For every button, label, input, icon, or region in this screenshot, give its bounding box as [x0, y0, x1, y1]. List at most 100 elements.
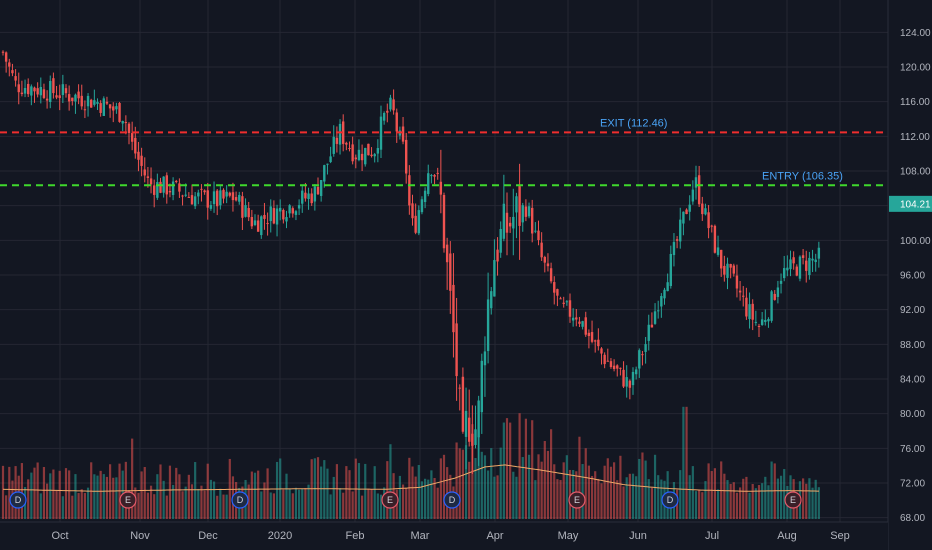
volume-bar	[282, 489, 285, 519]
volume-bar	[8, 466, 11, 519]
candle-body	[814, 259, 817, 263]
x-tick-label: May	[558, 530, 579, 542]
volume-bar	[609, 466, 613, 519]
volume-bar	[505, 418, 509, 519]
candle-body	[669, 253, 672, 286]
candle-body	[713, 225, 717, 253]
volume-bar	[748, 492, 751, 519]
candle-body	[534, 230, 537, 232]
candle-body	[316, 186, 320, 195]
candle-body	[342, 121, 345, 144]
price-axis: 124.00120.00116.00112.00108.00104.00100.…	[887, 0, 932, 550]
volume-bar	[99, 470, 102, 519]
volume-bar	[304, 488, 307, 519]
volume-bar	[430, 470, 433, 519]
candle-body	[102, 98, 105, 116]
volume-bar	[345, 466, 348, 519]
candle-body	[518, 186, 521, 226]
candle-body	[55, 95, 58, 98]
candle-body	[805, 260, 808, 271]
volume-bar	[584, 448, 587, 519]
candle-body	[609, 361, 613, 367]
volume-bar	[162, 480, 165, 519]
volume-bar	[761, 483, 764, 519]
candle-body	[757, 326, 761, 328]
candle-body	[14, 76, 17, 81]
volume-bar	[537, 454, 540, 519]
marker-label: E	[387, 495, 393, 505]
candle-body	[660, 296, 663, 307]
volume-bar	[635, 476, 638, 519]
candle-body	[370, 154, 373, 157]
volume-bar	[212, 481, 216, 519]
marker-circle	[231, 491, 249, 509]
candle-body	[612, 365, 616, 370]
candle-body	[490, 291, 493, 309]
candle-body	[386, 110, 389, 113]
volume-bar	[301, 488, 304, 519]
marker-circle	[381, 491, 399, 509]
candle-body	[360, 153, 364, 161]
candle-body	[748, 304, 751, 320]
candle-body	[628, 380, 632, 388]
candle-body	[143, 169, 146, 176]
volume-bar	[370, 489, 373, 519]
candle-body	[216, 190, 219, 207]
volume-bar	[735, 492, 739, 519]
volume-bar	[701, 492, 704, 519]
volume-ma-line	[2, 464, 819, 492]
y-tick-label: 88.00	[900, 340, 925, 351]
candle-body	[203, 190, 206, 193]
candle-body	[559, 298, 562, 300]
candle-body	[634, 369, 638, 375]
candle-body	[486, 299, 490, 352]
candle-body	[294, 211, 298, 215]
candle-body	[175, 180, 178, 182]
candle-body	[193, 196, 197, 207]
volume-bar	[187, 474, 190, 519]
candle-body	[146, 176, 150, 178]
volume-bar	[55, 490, 58, 519]
volume-bar	[364, 463, 367, 519]
volume-bar	[590, 475, 594, 519]
candle-body	[694, 177, 698, 188]
candle-body	[275, 208, 279, 225]
volume-bar	[657, 475, 660, 519]
volume-bar	[527, 454, 531, 519]
candle-body	[417, 210, 420, 234]
volume-bar	[168, 465, 172, 519]
candle-body	[181, 195, 184, 197]
y-tick-label: 112.00	[900, 132, 930, 143]
candle-body	[90, 99, 93, 108]
volume-bar	[562, 462, 565, 519]
volume-bar	[685, 406, 688, 519]
volume-bar	[379, 494, 383, 519]
candle-body	[219, 190, 222, 206]
candle-body	[266, 223, 269, 225]
volume-bar	[291, 493, 294, 519]
x-tick-label: Jul	[705, 530, 719, 542]
volume-bar	[694, 491, 698, 519]
earnings-marker: E	[784, 491, 802, 509]
volume-bar	[80, 489, 83, 519]
candle-body	[625, 377, 628, 387]
volume-bar	[534, 480, 537, 519]
volume-bar	[131, 438, 134, 519]
candle-body	[168, 191, 172, 193]
marker-label: E	[574, 495, 580, 505]
volume-bar	[140, 471, 143, 519]
candle-body	[471, 433, 474, 446]
candle-body	[688, 204, 691, 212]
volume-bar	[96, 475, 99, 519]
volume-bar	[219, 488, 222, 519]
volume-bar	[757, 485, 761, 519]
volume-bar	[716, 489, 720, 519]
volume-bar	[146, 492, 149, 519]
volume-bar	[480, 451, 483, 519]
candle-body	[663, 289, 666, 299]
candle-body	[745, 297, 748, 317]
candle-body	[600, 348, 603, 354]
candle-body	[77, 91, 80, 99]
